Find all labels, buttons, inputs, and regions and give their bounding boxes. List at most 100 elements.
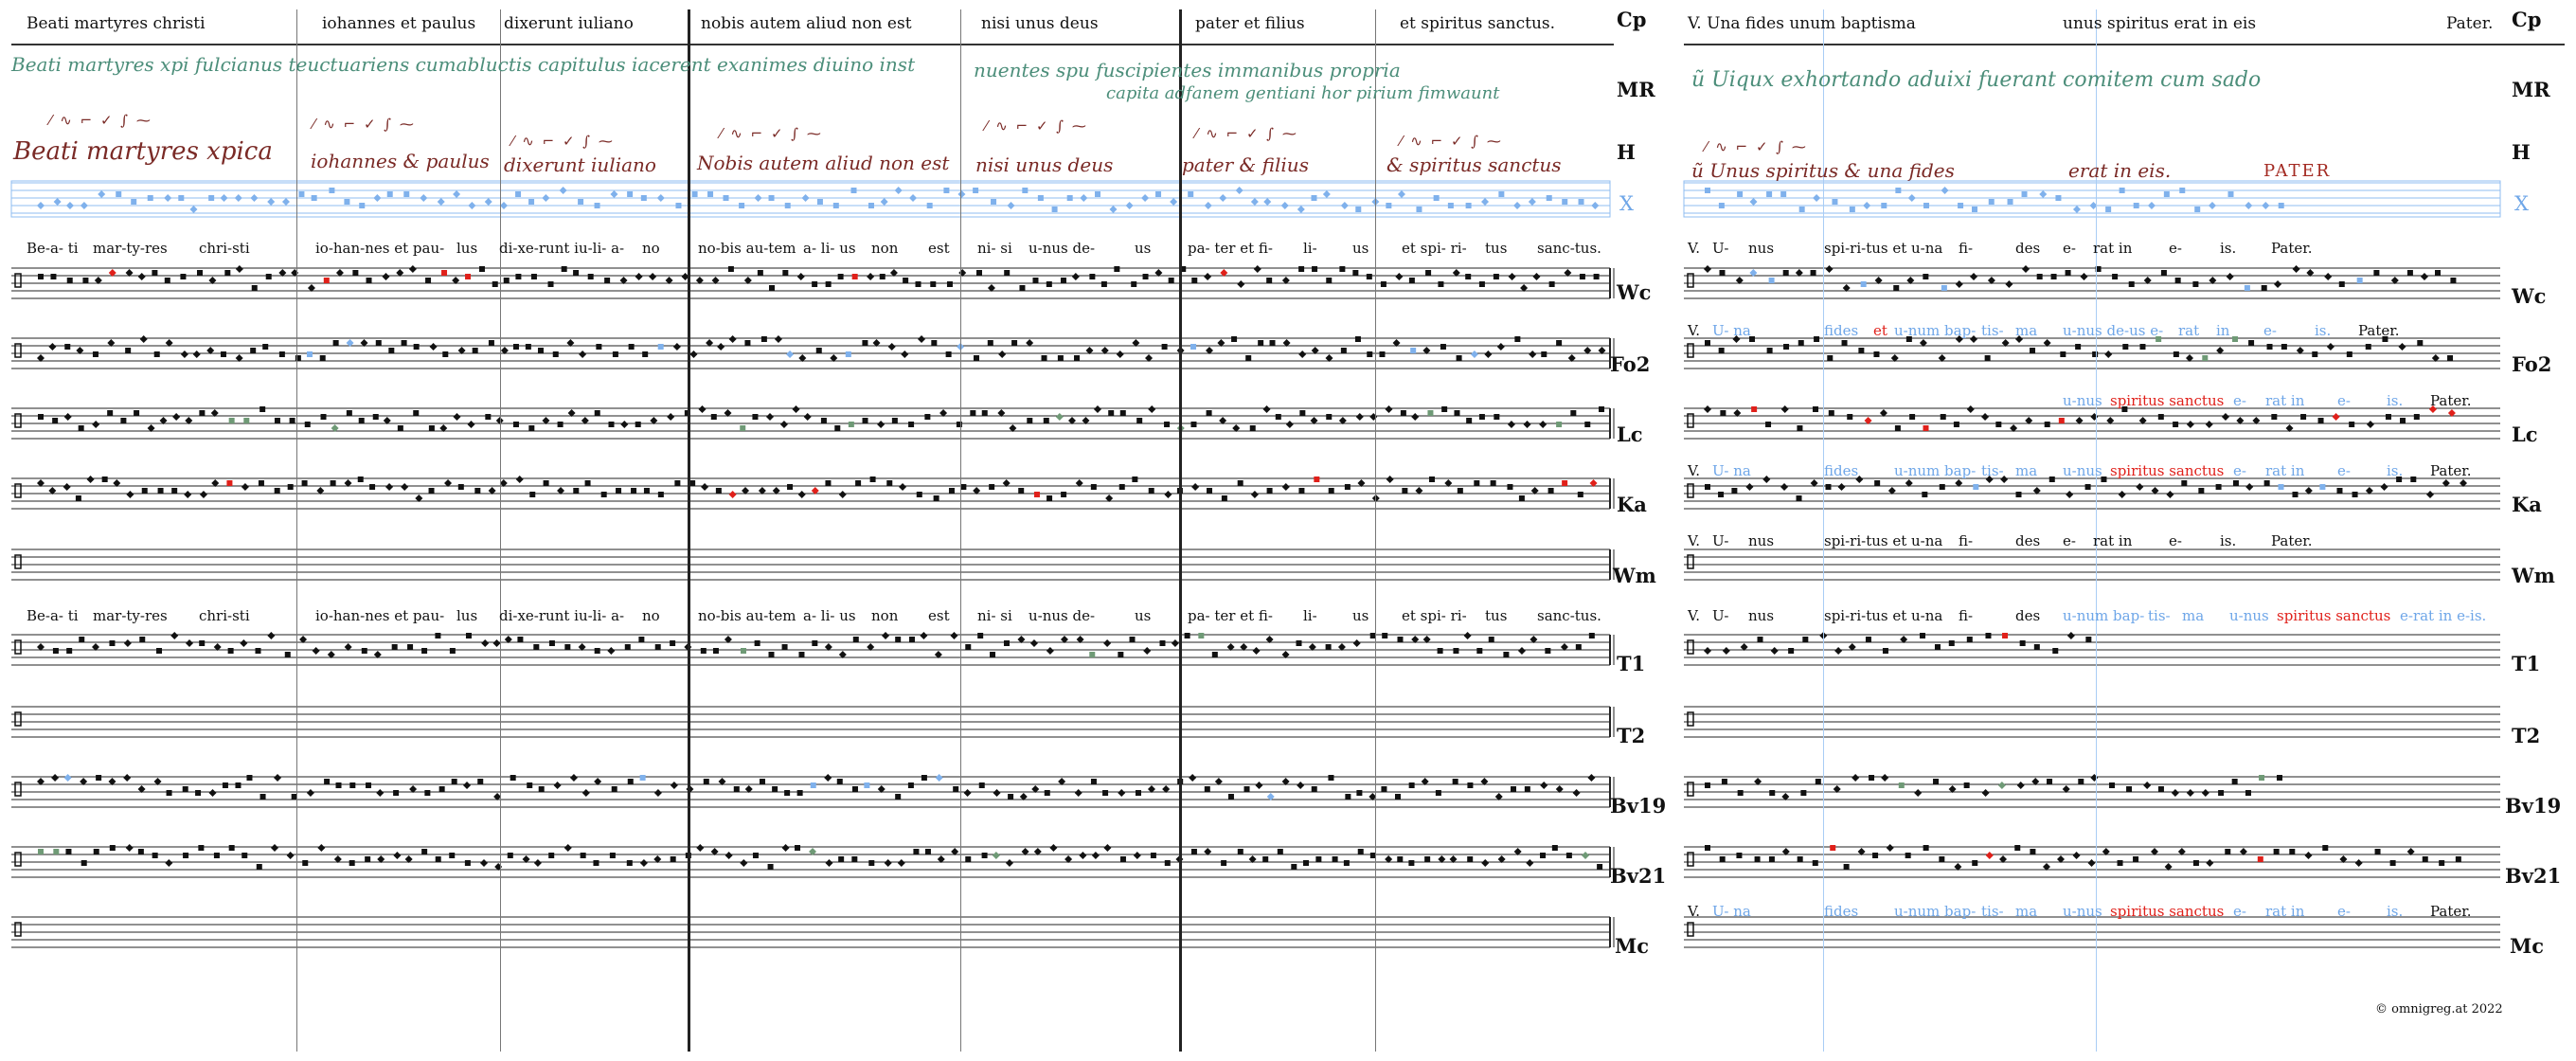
lyric-syllable: V.	[1688, 903, 1700, 920]
lyric-syllable: a- li- us	[803, 607, 856, 624]
bv19-verse-neume	[1705, 782, 1710, 788]
lc-neume	[1055, 413, 1064, 421]
bv19-verse-neume	[2062, 785, 2070, 793]
t1-neume	[465, 633, 472, 638]
ka-neume	[772, 487, 780, 495]
bv21-verse-neume	[1985, 852, 1994, 859]
h-neume-marks-5: ⁄ ∿ ⌐ ✓ ∫ ⁓	[985, 117, 1088, 135]
ka-verse-neume	[2136, 483, 2144, 491]
wc-neume	[561, 266, 567, 272]
bv19-neume	[864, 782, 870, 788]
ka-neume	[1457, 488, 1463, 494]
label-bv19: Bv19	[1610, 794, 1667, 818]
wc-neume	[265, 274, 272, 279]
fo2-neume	[945, 351, 952, 357]
fo2-neume	[1085, 347, 1094, 354]
fo2-neume	[786, 351, 795, 358]
ka-neume	[428, 488, 435, 494]
ka-neume	[960, 484, 967, 490]
ka-neume	[631, 488, 637, 494]
x-row-neume	[1322, 190, 1331, 198]
lc-verse-neume	[1864, 417, 1872, 424]
wc-neume	[681, 273, 689, 280]
label-ka: Ka	[1617, 493, 1647, 516]
lc-verse-neume	[2157, 414, 2164, 420]
fo2-neume	[64, 344, 71, 350]
wc-neume	[1298, 266, 1305, 272]
bv21-neume	[1551, 845, 1558, 851]
x-row-neume	[1465, 203, 1472, 208]
bv21-neume	[724, 852, 733, 859]
bv21-verse-neume	[2056, 855, 2065, 863]
lc-neume	[1355, 413, 1364, 421]
x-staff-frame	[1683, 180, 2501, 218]
t1-neume	[1198, 633, 1205, 638]
bv19-neume	[836, 779, 843, 784]
wc-neume	[1032, 278, 1039, 283]
ka-neume	[37, 479, 45, 487]
wc-verse-neume	[2021, 265, 2030, 273]
lyric-syllable: rat in	[2265, 903, 2305, 920]
lyric-syllable: di-xe-runt iu-li- a-	[499, 240, 625, 257]
x-row-verse-neume	[2055, 195, 2062, 201]
x-row-verse-neume	[2007, 199, 2013, 205]
t1-verse-neume	[1900, 636, 1908, 643]
x-row-neume	[359, 203, 366, 208]
wc-clef	[14, 273, 22, 288]
fo2-neume	[92, 351, 98, 357]
bv19-neume	[569, 774, 578, 782]
lyric-syllable: tis-	[1981, 322, 2004, 339]
lc-neume	[567, 409, 576, 417]
lyric-syllable: e-rat in e-is.	[2400, 607, 2487, 624]
lyric-syllable: Pater.	[2271, 240, 2313, 257]
bv21-neume	[242, 853, 248, 858]
bv19-verse-neume	[1815, 779, 1821, 784]
ka-neume	[226, 480, 233, 486]
lc-neume	[766, 413, 775, 421]
x-row-neume	[528, 199, 535, 205]
lc-verse-neume	[2366, 421, 2374, 428]
lc-neume	[1507, 421, 1515, 428]
wc-verse-neume	[1874, 277, 1883, 284]
ka-verse-neume	[1825, 484, 1832, 490]
x-row-neume	[344, 199, 350, 205]
lc-verse-neume	[2447, 409, 2456, 417]
ka-neume	[101, 477, 108, 482]
bv21-neume	[1540, 853, 1547, 858]
wc-neume	[366, 278, 372, 283]
bv19-neume	[182, 786, 188, 792]
t1-neume	[1453, 648, 1459, 654]
t1-neume	[435, 633, 441, 638]
h-neume-marks-7: ⁄ ∿ ⌐ ✓ ∫ ⁓	[1400, 133, 1503, 150]
bv21-neume	[868, 860, 875, 866]
wc-neume	[425, 278, 432, 283]
wc-verse-neume	[2160, 270, 2167, 276]
label-mr-right: MR	[2512, 78, 2550, 101]
h-manuscript-7: & spiritus sanctus	[1386, 153, 1562, 176]
wc-neume	[930, 281, 937, 287]
x-row-neume	[691, 191, 698, 197]
x-row-neume	[578, 199, 584, 205]
ka-verse-neume	[2263, 480, 2270, 486]
fo2-neume	[1470, 351, 1478, 358]
t1-verse-neume	[2066, 632, 2075, 639]
bv21-neume	[781, 844, 790, 852]
t1-neume	[1422, 636, 1431, 643]
label-t1-right: T1	[2512, 652, 2541, 675]
fo2-verse-neume	[2346, 351, 2352, 357]
wc-neume	[465, 274, 472, 279]
bv21-verse-neume	[2439, 860, 2445, 866]
ka-verse-neume	[1796, 495, 1802, 501]
lc-verse-neume	[2413, 414, 2420, 420]
ka-neume	[75, 495, 81, 501]
bv21-neume	[1277, 849, 1283, 854]
label-mc-right: Mc	[2510, 934, 2545, 958]
ka-neume	[1577, 492, 1583, 497]
bv21-neume	[1021, 848, 1029, 855]
lc-neume	[199, 410, 206, 416]
x-row-neume	[610, 190, 618, 198]
bv19-neume	[639, 775, 646, 781]
x-row-verse-neume	[2039, 190, 2048, 198]
fo2-neume	[760, 336, 767, 342]
bv19-neume	[409, 785, 418, 793]
